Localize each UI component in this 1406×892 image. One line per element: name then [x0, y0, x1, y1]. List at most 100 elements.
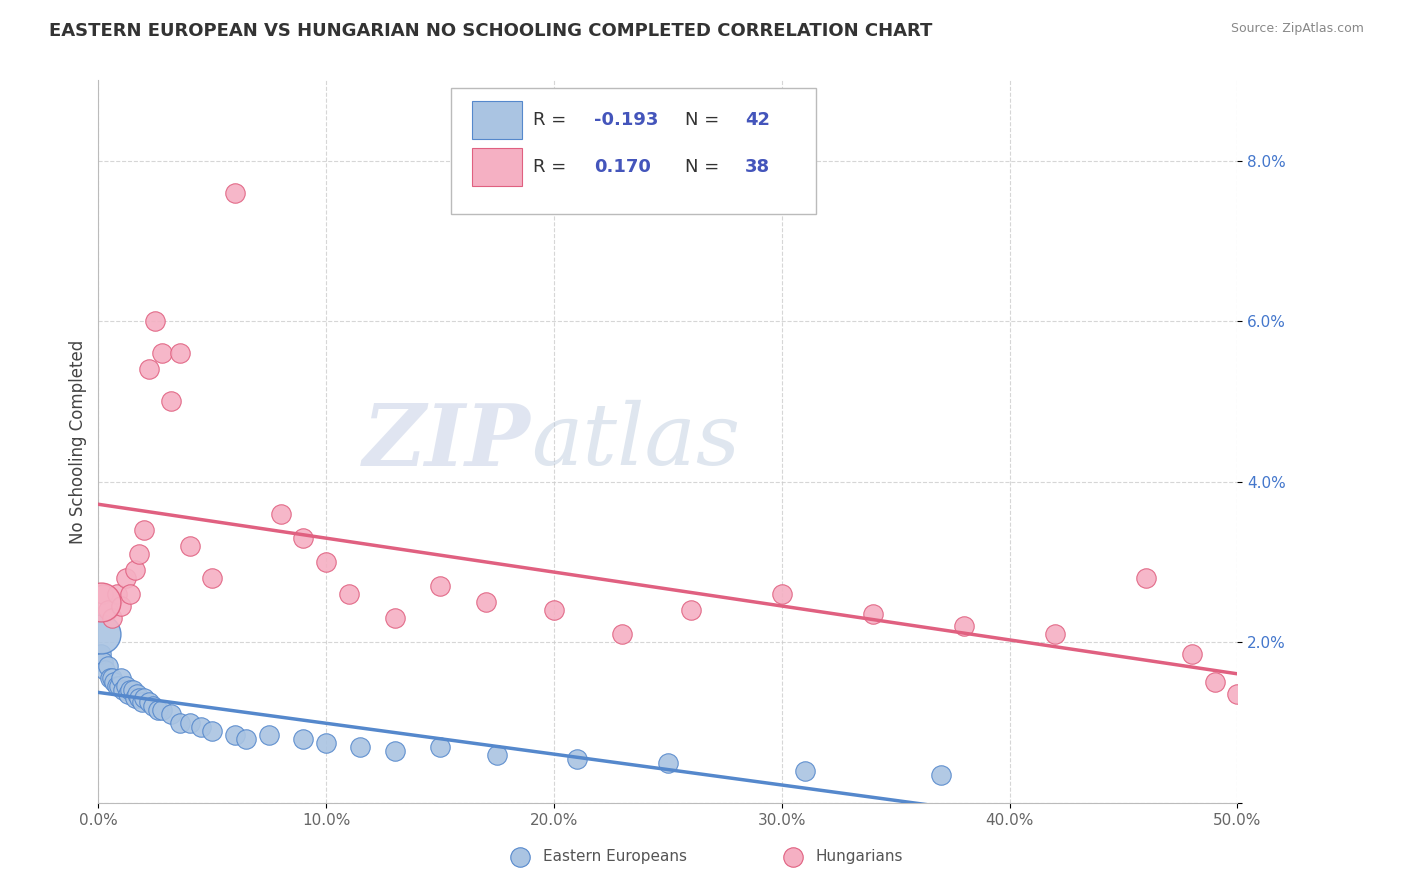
FancyBboxPatch shape	[472, 148, 522, 186]
Point	[929, 767, 952, 781]
Point	[201, 723, 224, 738]
Point	[96, 603, 118, 617]
Point	[120, 587, 142, 601]
Point	[145, 314, 167, 328]
Text: Source: ZipAtlas.com: Source: ZipAtlas.com	[1230, 22, 1364, 36]
Text: 42: 42	[745, 111, 770, 129]
Point	[150, 703, 173, 717]
Point	[117, 687, 139, 701]
Point	[90, 648, 112, 662]
Point	[103, 675, 125, 690]
FancyBboxPatch shape	[472, 101, 522, 139]
Point	[1271, 691, 1294, 706]
Text: -0.193: -0.193	[593, 111, 658, 129]
Point	[90, 627, 112, 641]
Point	[315, 735, 337, 749]
Point	[429, 739, 451, 754]
Point	[292, 731, 315, 746]
Point	[105, 587, 128, 601]
Text: EASTERN EUROPEAN VS HUNGARIAN NO SCHOOLING COMPLETED CORRELATION CHART: EASTERN EUROPEAN VS HUNGARIAN NO SCHOOLI…	[49, 22, 932, 40]
Point	[953, 619, 976, 633]
Point	[169, 346, 191, 360]
Point	[101, 671, 124, 685]
Point	[120, 683, 142, 698]
Point	[793, 764, 815, 778]
Point	[124, 691, 146, 706]
Point	[190, 719, 212, 733]
Point	[128, 547, 150, 561]
FancyBboxPatch shape	[451, 87, 815, 214]
Point	[160, 394, 183, 409]
Text: ZIP: ZIP	[363, 400, 531, 483]
Text: R =: R =	[533, 158, 572, 176]
Point	[1181, 648, 1204, 662]
Text: N =: N =	[685, 111, 725, 129]
Point	[657, 756, 679, 770]
Point	[349, 739, 371, 754]
Point	[108, 680, 131, 694]
Point	[679, 603, 702, 617]
Point	[150, 346, 173, 360]
Point	[315, 555, 337, 569]
Point	[1135, 571, 1157, 585]
Text: N =: N =	[685, 158, 725, 176]
Point	[127, 687, 149, 701]
Point	[90, 595, 112, 609]
Text: 38: 38	[745, 158, 770, 176]
Point	[384, 744, 406, 758]
Point	[138, 362, 160, 376]
Point	[179, 715, 201, 730]
Point	[101, 611, 124, 625]
Point	[486, 747, 509, 762]
Point	[862, 607, 884, 621]
Point	[169, 715, 191, 730]
Point	[201, 571, 224, 585]
Text: Hungarians: Hungarians	[815, 849, 904, 864]
Point	[138, 696, 160, 710]
Point	[96, 659, 118, 673]
Y-axis label: No Schooling Completed: No Schooling Completed	[69, 340, 87, 543]
Point	[292, 531, 315, 545]
Point	[224, 728, 246, 742]
Point	[142, 699, 165, 714]
Point	[131, 696, 153, 710]
Point	[160, 707, 183, 722]
Text: R =: R =	[533, 111, 572, 129]
Point	[474, 595, 496, 609]
Point	[110, 599, 132, 614]
Point	[110, 671, 132, 685]
Text: Eastern Europeans: Eastern Europeans	[543, 849, 686, 864]
Point	[235, 731, 257, 746]
Point	[91, 587, 114, 601]
Point	[1226, 687, 1249, 701]
Point	[1204, 675, 1226, 690]
Point	[384, 611, 406, 625]
Point	[270, 507, 292, 521]
Point	[429, 579, 451, 593]
Point	[1249, 691, 1271, 706]
Point	[132, 691, 155, 706]
Point	[124, 563, 146, 577]
Text: 0.170: 0.170	[593, 158, 651, 176]
Point	[132, 523, 155, 537]
Point	[98, 671, 121, 685]
Point	[259, 728, 281, 742]
Point	[543, 603, 565, 617]
Point	[121, 683, 143, 698]
Point	[1043, 627, 1066, 641]
Point	[128, 691, 150, 706]
Point	[94, 664, 117, 678]
Point	[105, 680, 128, 694]
Point	[114, 680, 136, 694]
Point	[224, 186, 246, 200]
Point	[91, 655, 114, 669]
Text: atlas: atlas	[531, 401, 741, 483]
Point	[146, 703, 169, 717]
Point	[337, 587, 360, 601]
Point	[112, 683, 135, 698]
Point	[770, 587, 793, 601]
Point	[565, 751, 588, 765]
Point	[612, 627, 634, 641]
Point	[179, 539, 201, 553]
Point	[114, 571, 136, 585]
